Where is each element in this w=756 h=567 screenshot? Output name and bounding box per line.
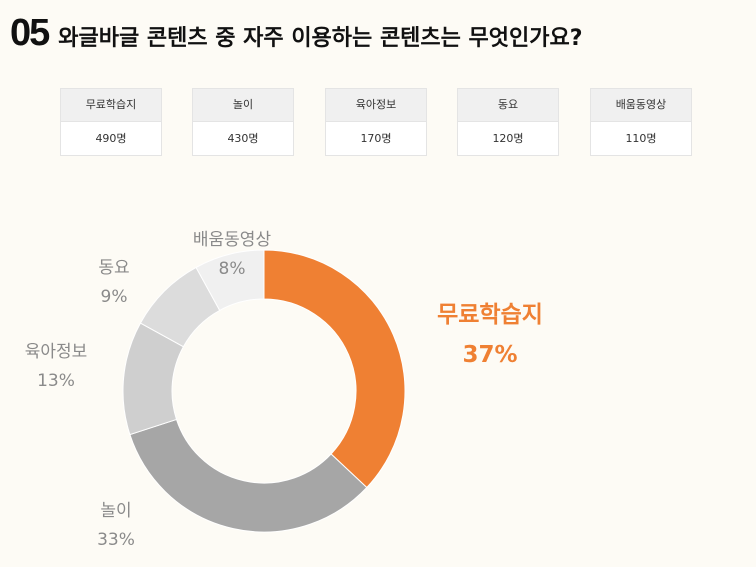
- count-card-label: 놀이: [193, 89, 293, 122]
- count-card: 무료학습지 490명: [60, 88, 162, 156]
- slice-category-label: 배움동영상: [193, 230, 272, 250]
- count-card: 놀이 430명: [192, 88, 294, 156]
- count-card: 배움동영상 110명: [590, 88, 692, 156]
- slice-value-label: 13%: [37, 371, 75, 391]
- slice-label-group: 배움동영상 8%: [193, 230, 272, 279]
- donut-slices: [122, 249, 406, 533]
- slice-value-label: 9%: [101, 287, 128, 307]
- count-card-value: 490명: [95, 132, 127, 145]
- slice-label-group: 무료학습지 37%: [437, 302, 543, 368]
- question-number: 05: [10, 12, 50, 54]
- question-title: 와글바글 콘텐츠 중 자주 이용하는 콘텐츠는 무엇인가요?: [58, 26, 583, 51]
- donut-slice: [129, 418, 368, 533]
- count-card-label: 무료학습지: [61, 89, 161, 122]
- slice-value-label: 8%: [219, 259, 246, 279]
- slice-label-group: 놀이 33%: [97, 501, 135, 550]
- count-card-label: 육아정보: [326, 89, 426, 122]
- slice-category-label: 무료학습지: [437, 302, 543, 328]
- donut-slice: [263, 249, 406, 489]
- count-card-value: 110명: [625, 132, 657, 145]
- slice-value-label: 37%: [462, 342, 517, 368]
- donut-slice: [195, 249, 265, 312]
- slice-category-label: 놀이: [100, 501, 131, 521]
- slice-label-group: 육아정보 13%: [25, 342, 88, 391]
- slice-value-label: 33%: [97, 530, 135, 550]
- slice-category-label: 육아정보: [25, 342, 88, 362]
- count-card: 동요 120명: [457, 88, 559, 156]
- slice-label-group: 동요 9%: [98, 258, 129, 307]
- count-card-label: 동요: [458, 89, 558, 122]
- count-card-value: 170명: [360, 132, 392, 145]
- count-cards: 무료학습지 490명 놀이 430명 육아정보 170명 동요 120명 배움동…: [60, 88, 694, 158]
- count-card: 육아정보 170명: [325, 88, 427, 156]
- count-card-value: 430명: [227, 132, 259, 145]
- question-header: 05 와글바글 콘텐츠 중 자주 이용하는 콘텐츠는 무엇인가요?: [10, 12, 583, 55]
- slice-category-label: 동요: [98, 258, 129, 278]
- count-card-label: 배움동영상: [591, 89, 691, 122]
- count-card-value: 120명: [492, 132, 524, 145]
